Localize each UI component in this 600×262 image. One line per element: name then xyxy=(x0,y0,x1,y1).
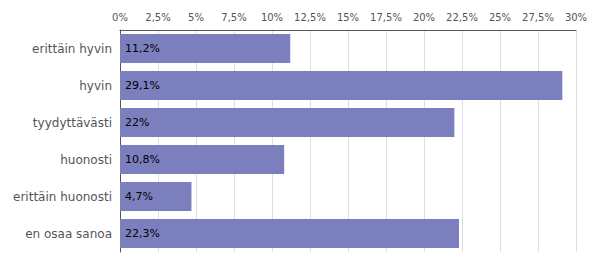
svg-text:12,5%: 12,5% xyxy=(294,12,326,23)
svg-text:4,7%: 4,7% xyxy=(125,190,153,203)
svg-text:30%: 30% xyxy=(565,12,587,23)
svg-text:27,5%: 27,5% xyxy=(522,12,554,23)
svg-text:10%: 10% xyxy=(261,12,283,23)
svg-text:2,5%: 2,5% xyxy=(145,12,170,23)
svg-text:11,2%: 11,2% xyxy=(125,42,160,55)
svg-text:15%: 15% xyxy=(337,12,359,23)
svg-text:17,5%: 17,5% xyxy=(370,12,402,23)
svg-text:0%: 0% xyxy=(112,12,128,23)
svg-text:erittäin huonosti: erittäin huonosti xyxy=(13,190,112,204)
svg-text:7,5%: 7,5% xyxy=(221,12,246,23)
svg-text:22%: 22% xyxy=(125,116,149,129)
svg-text:22,3%: 22,3% xyxy=(125,227,160,240)
svg-text:5%: 5% xyxy=(188,12,204,23)
svg-text:huonosti: huonosti xyxy=(60,153,112,167)
svg-text:en osaa sanoa: en osaa sanoa xyxy=(25,227,112,241)
svg-text:hyvin: hyvin xyxy=(79,79,112,93)
svg-text:erittäin hyvin: erittäin hyvin xyxy=(32,42,112,56)
svg-text:tyydyttävästi: tyydyttävästi xyxy=(33,116,112,130)
svg-text:22,5%: 22,5% xyxy=(446,12,478,23)
svg-text:20%: 20% xyxy=(413,12,435,23)
svg-text:25%: 25% xyxy=(489,12,511,23)
svg-text:10,8%: 10,8% xyxy=(125,153,160,166)
svg-text:29,1%: 29,1% xyxy=(125,79,160,92)
